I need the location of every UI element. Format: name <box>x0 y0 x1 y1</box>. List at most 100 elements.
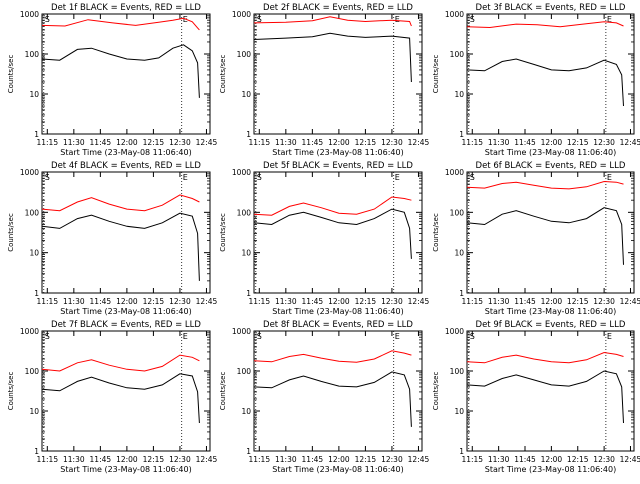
x-tick-label: 11:45 <box>302 297 324 306</box>
plot-frame <box>41 171 211 294</box>
x-tick-label: 12:00 <box>116 297 138 306</box>
plot-frame <box>466 13 635 135</box>
series-events-line <box>466 207 624 265</box>
marker-label-S: S <box>45 173 50 182</box>
x-tick-label: 12:30 <box>593 138 615 147</box>
y-tick-label: 100 <box>25 50 40 59</box>
y-tick-label: 1000 <box>20 168 39 177</box>
y-tick-label: 100 <box>237 208 252 217</box>
y-tick-label: 1 <box>34 130 39 139</box>
y-tick-label: 10 <box>454 249 464 258</box>
y-tick-label: 1000 <box>20 10 39 19</box>
series-lld-line <box>41 194 200 212</box>
marker-label-S: S <box>470 173 475 182</box>
panel-det-3: Det 3f BLACK = Events, RED = LLD Counts/s… <box>432 3 640 157</box>
x-tick-label: 12:45 <box>196 297 218 306</box>
x-tick-label: 12:00 <box>116 455 138 464</box>
x-tick-label: 11:15 <box>36 138 58 147</box>
x-tick-label: 11:30 <box>488 455 510 464</box>
series-events-line <box>41 44 200 98</box>
x-tick-label: 12:15 <box>567 138 589 147</box>
series-lld-line <box>466 21 624 29</box>
y-tick-label: 1000 <box>445 327 464 336</box>
x-tick-label: 11:45 <box>514 297 536 306</box>
x-tick-label: 11:30 <box>488 138 510 147</box>
x-tick-label: 12:00 <box>541 138 563 147</box>
panel-det-6: Det 6f BLACK = Events, RED = LLD Counts/s… <box>432 161 640 316</box>
series-lld-line <box>466 180 624 190</box>
marker-label-S: S <box>257 173 262 182</box>
series-lld-line <box>466 351 624 364</box>
x-tick-label: 12:15 <box>355 297 377 306</box>
panel-det-9: Det 9f BLACK = Events, RED = LLD Counts/s… <box>432 320 640 474</box>
x-axis-label: Start Time (23-May-08 11:06:40) <box>60 307 191 316</box>
marker-label-E: E <box>395 15 400 24</box>
x-tick-label: 12:45 <box>620 138 640 147</box>
plot-frame <box>253 13 423 135</box>
panel-det-5: Det 5f BLACK = Events, RED = LLD Counts/s… <box>219 161 429 316</box>
x-tick-label: 11:45 <box>514 455 536 464</box>
panel-det-2: Det 2f BLACK = Events, RED = LLD Counts/s… <box>219 3 429 157</box>
x-tick-label: 12:30 <box>381 138 403 147</box>
x-tick-label: 11:15 <box>36 297 58 306</box>
series-events-line <box>466 58 624 107</box>
chart-title: Det 4f BLACK = Events, RED = LLD <box>51 161 201 171</box>
y-tick-label: 1 <box>246 289 251 298</box>
x-tick-label: 11:30 <box>63 138 85 147</box>
x-tick-label: 12:15 <box>567 297 589 306</box>
marker-label-S: S <box>45 332 50 341</box>
x-axis-label: Start Time (23-May-08 11:06:40) <box>272 307 403 316</box>
y-tick-label: 100 <box>450 208 465 217</box>
y-tick-label: 100 <box>25 367 40 376</box>
x-tick-label: 11:30 <box>275 297 297 306</box>
y-tick-label: 100 <box>237 50 252 59</box>
y-tick-label: 10 <box>454 90 464 99</box>
marker-label-S: S <box>45 15 50 24</box>
plot-frame <box>253 330 423 452</box>
x-tick-label: 12:30 <box>593 297 615 306</box>
x-tick-label: 11:45 <box>90 297 112 306</box>
panel-det-1: Det 1f BLACK = Events, RED = LLD Counts/s… <box>7 3 217 157</box>
chart-title: Det 5f BLACK = Events, RED = LLD <box>263 161 413 171</box>
x-tick-label: 11:15 <box>36 455 58 464</box>
y-tick-label: 1000 <box>232 168 251 177</box>
y-tick-label: 1 <box>246 130 251 139</box>
marker-label-E: E <box>395 173 400 182</box>
x-tick-label: 12:45 <box>196 138 218 147</box>
x-tick-label: 12:15 <box>143 138 165 147</box>
series-events-line <box>253 32 412 83</box>
x-axis-label: Start Time (23-May-08 11:06:40) <box>485 148 616 157</box>
y-tick-label: 1 <box>34 289 39 298</box>
x-tick-label: 12:00 <box>541 297 563 306</box>
marker-label-E: E <box>607 173 612 182</box>
chart-title: Det 7f BLACK = Events, RED = LLD <box>51 320 201 330</box>
marker-label-E: E <box>607 332 612 341</box>
x-axis-label: Start Time (23-May-08 11:06:40) <box>485 307 616 316</box>
y-tick-label: 1 <box>459 130 464 139</box>
y-tick-label: 10 <box>29 249 39 258</box>
y-tick-label: 1000 <box>445 10 464 19</box>
marker-label-S: S <box>470 332 475 341</box>
x-tick-label: 11:30 <box>275 455 297 464</box>
x-tick-label: 11:30 <box>488 297 510 306</box>
panel-det-8: Det 8f BLACK = Events, RED = LLD Counts/s… <box>219 320 429 474</box>
x-axis-label: Start Time (23-May-08 11:06:40) <box>272 148 403 157</box>
plot-frame <box>466 171 635 294</box>
x-tick-label: 12:15 <box>143 297 165 306</box>
x-tick-label: 12:30 <box>381 455 403 464</box>
y-tick-label: 1 <box>246 447 251 456</box>
panel-det-4: Det 4f BLACK = Events, RED = LLD Counts/s… <box>7 161 217 316</box>
chart-title: Det 8f BLACK = Events, RED = LLD <box>263 320 413 330</box>
x-tick-label: 12:45 <box>196 455 218 464</box>
x-tick-label: 12:30 <box>169 297 191 306</box>
x-tick-label: 11:15 <box>461 297 483 306</box>
x-tick-label: 12:45 <box>408 455 430 464</box>
x-tick-label: 12:00 <box>116 138 138 147</box>
y-tick-label: 10 <box>241 249 251 258</box>
marker-label-E: E <box>183 173 188 182</box>
marker-label-S: S <box>257 332 262 341</box>
x-axis-label: Start Time (23-May-08 11:06:40) <box>485 465 616 474</box>
series-lld-line <box>41 17 200 31</box>
x-tick-label: 12:45 <box>408 138 430 147</box>
